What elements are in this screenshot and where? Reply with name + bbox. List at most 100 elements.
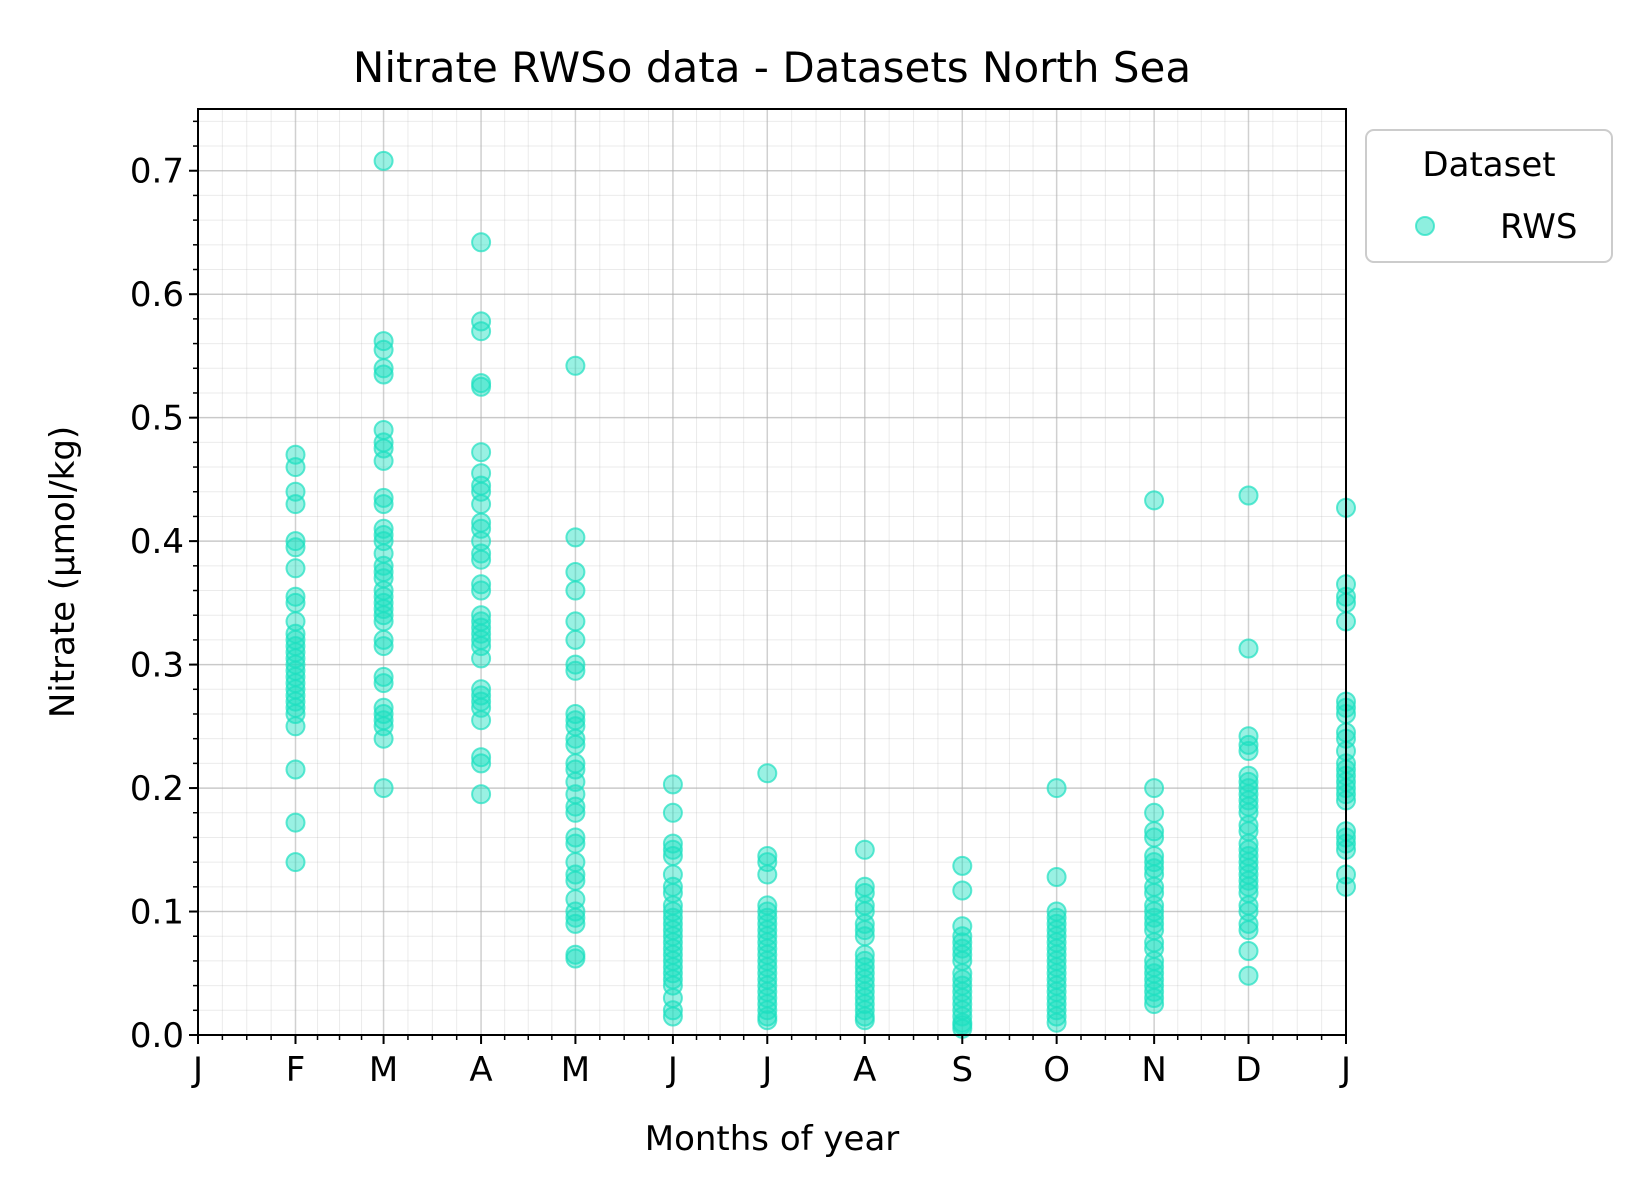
- data-point-rws: [471, 232, 492, 253]
- y-tick-label: 0.0: [130, 1016, 184, 1056]
- y-axis: 0.0 0.1 0.2 0.3 0.4 0.5 0.6 0.7: [130, 120, 198, 1056]
- data-point-rws: [373, 494, 394, 515]
- data-point-rws: [565, 734, 586, 755]
- data-point-rws: [1238, 638, 1259, 659]
- x-tick-label: O: [1043, 1050, 1070, 1090]
- data-point-rws: [662, 839, 683, 860]
- data-point-rws: [1144, 490, 1165, 511]
- data-point-rws: [373, 611, 394, 632]
- x-tick-label: M: [561, 1050, 590, 1090]
- data-point-rws: [565, 527, 586, 548]
- data-point-rws: [471, 442, 492, 463]
- data-point-rws: [662, 802, 683, 823]
- plot-frame: [197, 108, 1347, 1036]
- scatter-points: [285, 150, 1356, 1039]
- data-point-rws: [285, 457, 306, 478]
- data-point-rws: [565, 580, 586, 601]
- y-axis-label: Nitrate (μmol/kg): [43, 426, 83, 718]
- data-point-rws: [565, 660, 586, 681]
- chart-title: Nitrate RWSo data - Datasets North Sea: [353, 43, 1191, 92]
- data-point-rws: [1144, 827, 1165, 848]
- legend: Dataset RWS: [1365, 129, 1613, 263]
- data-point-rws: [565, 948, 586, 969]
- data-point-rws: [373, 636, 394, 657]
- data-point-rws: [373, 666, 394, 687]
- data-point-rws: [662, 774, 683, 795]
- y-tick-label: 0.6: [130, 275, 184, 315]
- data-point-rws: [285, 537, 306, 558]
- legend-marker-rws: [1415, 216, 1435, 236]
- x-tick-label: A: [469, 1050, 492, 1090]
- data-point-rws: [285, 494, 306, 515]
- data-point-rws: [1144, 988, 1165, 1008]
- data-point-rws: [373, 487, 394, 508]
- data-point-rws: [854, 920, 875, 941]
- data-point-rws: [565, 870, 586, 891]
- data-point-rws: [373, 778, 394, 799]
- data-point-rws: [471, 710, 492, 731]
- data-point-rws: [565, 728, 586, 749]
- data-point-rws: [1238, 734, 1259, 755]
- data-point-rws: [1238, 965, 1259, 986]
- data-point-rws: [662, 1006, 683, 1027]
- x-tick-label: J: [191, 1050, 203, 1090]
- data-point-rws: [1144, 994, 1165, 1015]
- data-point-rws: [1238, 941, 1259, 961]
- data-point-rws: [285, 558, 306, 579]
- data-point-rws: [565, 562, 586, 582]
- data-point-rws: [565, 355, 586, 376]
- data-point-rws: [471, 784, 492, 805]
- data-point-rws: [373, 629, 394, 650]
- data-point-rws: [373, 673, 394, 694]
- data-point-rws: [565, 913, 586, 934]
- data-point-rws: [373, 150, 394, 171]
- data-point-rws: [373, 358, 394, 379]
- data-point-rws: [565, 827, 586, 848]
- data-point-rws: [565, 654, 586, 675]
- data-point-rws: [285, 592, 306, 613]
- data-point-rws: [565, 629, 586, 650]
- data-point-rws: [471, 494, 492, 515]
- data-point-rws: [471, 376, 492, 397]
- y-tick-label: 0.3: [130, 646, 184, 686]
- x-axis-label: Months of year: [645, 1119, 900, 1159]
- data-point-rws: [471, 753, 492, 774]
- x-tick-label: F: [286, 1050, 306, 1090]
- data-point-rws: [565, 611, 586, 632]
- plot-area: [198, 109, 1346, 1035]
- x-tick-label: D: [1235, 1050, 1261, 1090]
- x-tick-label: J: [760, 1050, 772, 1090]
- data-point-rws: [565, 864, 586, 885]
- data-point-rws: [854, 839, 875, 860]
- data-point-rws: [1238, 485, 1259, 506]
- data-point-rws: [471, 574, 492, 595]
- x-tick-label: A: [853, 1050, 876, 1090]
- data-point-rws: [373, 605, 394, 626]
- data-point-rws: [285, 586, 306, 607]
- data-point-rws: [565, 907, 586, 928]
- data-point-rws: [757, 864, 778, 885]
- x-tick-label: J: [1339, 1050, 1351, 1090]
- data-point-rws: [285, 716, 306, 737]
- data-point-rws: [1238, 913, 1259, 934]
- data-point-rws: [854, 926, 875, 947]
- data-point-rws: [471, 549, 492, 570]
- data-point-rws: [662, 1000, 683, 1021]
- data-point-rws: [952, 880, 973, 901]
- data-point-rws: [1046, 1006, 1067, 1027]
- data-point-rws: [952, 855, 973, 876]
- data-point-rws: [1144, 802, 1165, 823]
- x-tick-label: N: [1141, 1050, 1166, 1090]
- data-point-rws: [757, 1010, 778, 1031]
- data-point-rws: [1238, 741, 1259, 761]
- data-point-rws: [373, 728, 394, 749]
- data-point-rws: [285, 531, 306, 552]
- y-tick-label: 0.4: [130, 522, 184, 562]
- x-tick-label: M: [369, 1050, 398, 1090]
- major-grid: [197, 109, 1347, 1036]
- data-point-rws: [565, 796, 586, 817]
- legend-title: Dataset: [1422, 145, 1555, 185]
- y-tick-label: 0.1: [130, 893, 184, 933]
